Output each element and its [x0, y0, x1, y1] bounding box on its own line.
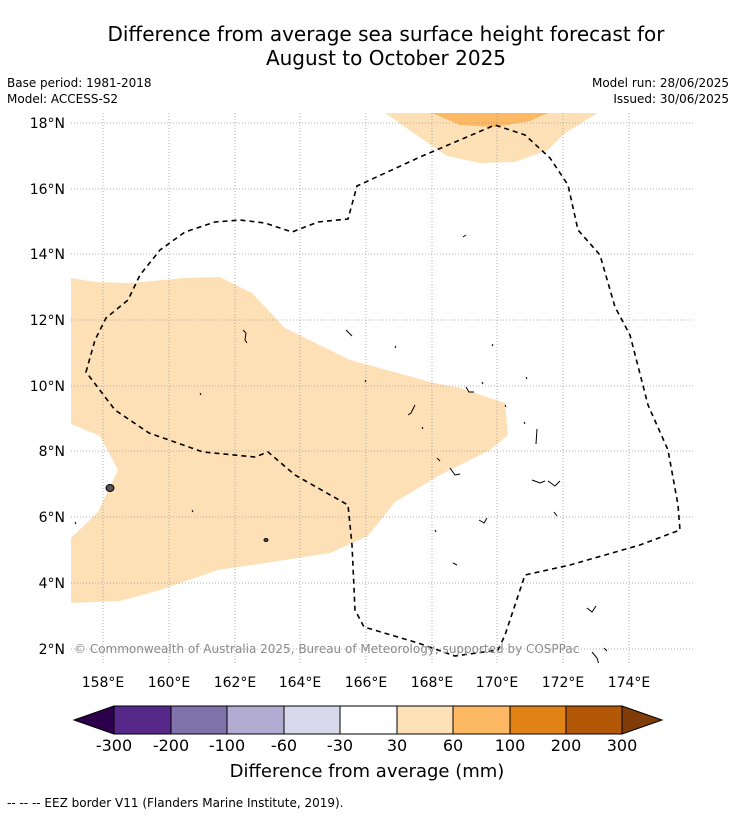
colorbar-tick-label: 100	[494, 736, 526, 755]
issued-date: Issued: 30/06/2025	[613, 92, 729, 106]
eez-border	[85, 124, 681, 657]
map-title: Difference from average sea surface heig…	[36, 22, 736, 70]
colorbar-segment	[340, 706, 397, 734]
lat-label: 4°N	[39, 576, 65, 592]
eez-footnote: -- -- -- EEZ border V11 (Flanders Marine…	[7, 796, 344, 810]
lat-label: 6°N	[39, 510, 65, 526]
colorbar-segment	[566, 706, 622, 734]
model-run: Model run: 28/06/2025	[591, 76, 729, 90]
lon-label: 164°E	[279, 675, 322, 691]
anomaly-region-north-core	[432, 113, 548, 127]
map-area: © Commonwealth of Australia 2025, Bureau…	[71, 113, 695, 663]
lat-label: 2°N	[39, 642, 65, 658]
anomaly-region-north	[385, 113, 598, 163]
colorbar-segment	[114, 706, 171, 734]
lon-label: 170°E	[476, 675, 519, 691]
lon-label: 168°E	[411, 675, 454, 691]
colorbar-tick-label: -100	[208, 736, 246, 755]
lon-label: 158°E	[82, 675, 125, 691]
colorbar-title: Difference from average (mm)	[229, 761, 505, 782]
colorbar-tick-label: 300	[606, 736, 638, 755]
lon-label: 174°E	[608, 675, 651, 691]
meta-right: Model run: 28/06/2025 Issued: 30/06/2025	[592, 75, 729, 107]
colorbar-tick-label: 30	[386, 736, 408, 755]
gridlines	[71, 113, 695, 663]
model-name: Model: ACCESS-S2	[7, 92, 119, 106]
meta-left: Base period: 1981-2018 Model: ACCESS-S2	[7, 75, 152, 107]
colorbar-segment	[453, 706, 510, 734]
islands	[74, 234, 608, 663]
lat-label: 18°N	[30, 116, 65, 132]
lat-label: 16°N	[30, 182, 65, 198]
lat-label: 12°N	[30, 313, 65, 329]
lon-axis-labels: 158°E 160°E 162°E 164°E 166°E 168°E 170°…	[82, 675, 651, 691]
colorbar-segment	[227, 706, 284, 734]
lat-axis-labels: 18°N 16°N 14°N 12°N 10°N 8°N 6°N 4°N 2°N	[30, 116, 65, 658]
copyright-text: © Commonwealth of Australia 2025, Bureau…	[74, 642, 579, 656]
colorbar-segment	[510, 706, 566, 734]
colorbar	[72, 705, 664, 735]
lat-label: 10°N	[30, 379, 65, 395]
lat-label: 14°N	[30, 247, 65, 263]
anomaly-region-west	[71, 277, 508, 603]
colorbar-min-arrow	[72, 705, 115, 735]
lon-label: 162°E	[214, 675, 257, 691]
base-period: Base period: 1981-2018	[7, 76, 152, 90]
colorbar-frame	[113, 705, 623, 735]
colorbar-tick-label: 200	[550, 736, 582, 755]
title-line-1: Difference from average sea surface heig…	[107, 22, 665, 46]
lon-label: 166°E	[345, 675, 388, 691]
colorbar-tick-label: 60	[442, 736, 464, 755]
colorbar-max-arrow	[621, 705, 664, 735]
colorbar-tick-label: -200	[152, 736, 190, 755]
lon-label: 160°E	[148, 675, 191, 691]
colorbar-segment	[284, 706, 340, 734]
colorbar-segment	[397, 706, 453, 734]
colorbar-tick-label: -60	[270, 736, 298, 755]
title-line-2: August to October 2025	[265, 46, 507, 70]
colorbar-tick-label: -30	[326, 736, 354, 755]
colorbar-segment	[171, 706, 227, 734]
lat-label: 8°N	[39, 444, 65, 460]
colorbar-tick-label: -300	[95, 736, 133, 755]
lon-label: 172°E	[542, 675, 585, 691]
